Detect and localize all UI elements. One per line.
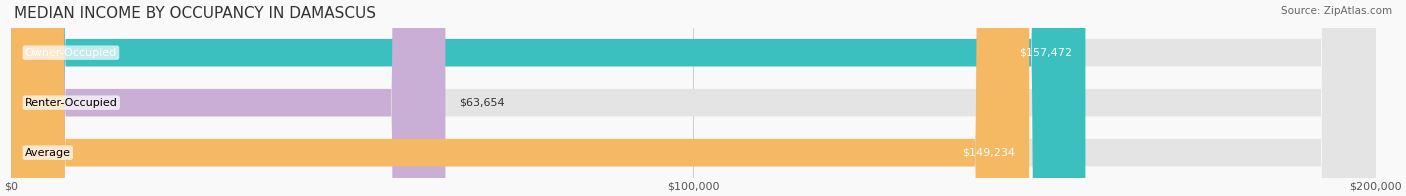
FancyBboxPatch shape: [11, 0, 1375, 196]
Text: $157,472: $157,472: [1019, 48, 1071, 58]
Text: Source: ZipAtlas.com: Source: ZipAtlas.com: [1281, 6, 1392, 16]
Text: Owner-Occupied: Owner-Occupied: [25, 48, 117, 58]
FancyBboxPatch shape: [11, 0, 446, 196]
Text: Average: Average: [25, 148, 70, 158]
FancyBboxPatch shape: [11, 0, 1375, 196]
Text: $149,234: $149,234: [963, 148, 1015, 158]
FancyBboxPatch shape: [11, 0, 1029, 196]
FancyBboxPatch shape: [11, 0, 1085, 196]
Text: $63,654: $63,654: [458, 98, 505, 108]
FancyBboxPatch shape: [11, 0, 1375, 196]
Text: MEDIAN INCOME BY OCCUPANCY IN DAMASCUS: MEDIAN INCOME BY OCCUPANCY IN DAMASCUS: [14, 6, 375, 21]
Text: Renter-Occupied: Renter-Occupied: [25, 98, 118, 108]
